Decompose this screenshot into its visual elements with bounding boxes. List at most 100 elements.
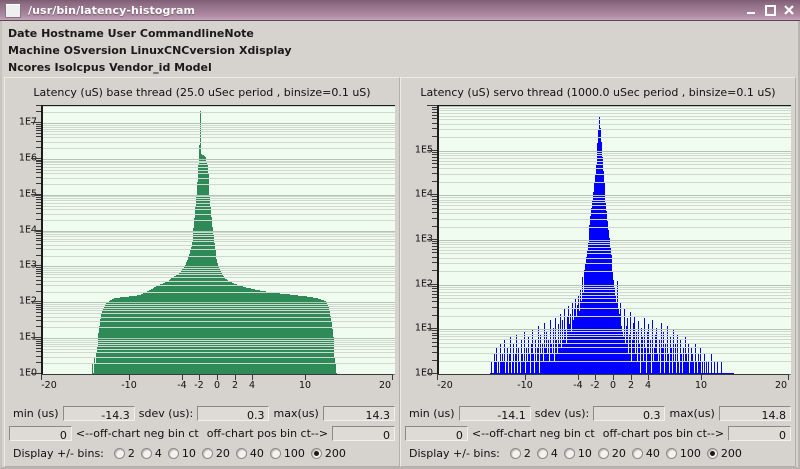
gridline-minor: [439, 158, 791, 159]
radio-icon[interactable]: [563, 447, 575, 459]
pos-offchart-field-servo[interactable]: 0: [728, 426, 791, 441]
radio-icon[interactable]: [113, 447, 125, 459]
sdev-field-servo[interactable]: 0.3: [593, 406, 666, 421]
bins-option-40[interactable]: 40: [235, 447, 264, 460]
max-field-servo[interactable]: 14.8: [718, 406, 791, 421]
histogram-bar: [121, 297, 122, 374]
histogram-bar: [689, 373, 690, 374]
radio-icon[interactable]: [235, 447, 247, 459]
bins-option-200[interactable]: 200: [310, 447, 346, 460]
gridline-minor: [439, 219, 791, 220]
histogram-bar: [722, 373, 723, 374]
max-label-base: max(us): [273, 407, 319, 420]
histogram-bar: [149, 289, 150, 374]
radio-icon[interactable]: [665, 447, 677, 459]
gridline-minor: [439, 336, 791, 337]
histogram-bar: [698, 352, 699, 374]
radio-icon[interactable]: [310, 447, 322, 459]
y-tick: [36, 130, 41, 131]
pos-offchart-field-base[interactable]: 0: [332, 426, 395, 441]
min-field-servo[interactable]: -14.1: [458, 406, 531, 421]
radio-icon[interactable]: [631, 447, 643, 459]
close-icon[interactable]: [781, 2, 797, 18]
sdev-field-base[interactable]: 0.3: [197, 406, 270, 421]
radio-icon[interactable]: [597, 447, 609, 459]
histogram-bar: [153, 288, 154, 374]
y-tick: [432, 342, 437, 343]
histogram-bar: [272, 292, 273, 374]
neg-offchart-field-base[interactable]: 0: [9, 426, 72, 441]
histogram-bar: [551, 342, 552, 374]
histogram-bar: [336, 373, 337, 374]
gridline-minor: [439, 213, 791, 214]
histogram-bar: [283, 293, 284, 374]
radio-icon[interactable]: [140, 447, 152, 459]
histogram-bar: [716, 373, 717, 374]
histogram-bar: [641, 352, 642, 374]
histogram-bar: [714, 360, 715, 374]
radio-icon[interactable]: [167, 447, 179, 459]
histogram-bar: [664, 373, 665, 374]
radio-icon[interactable]: [536, 447, 548, 459]
histogram-bar: [307, 296, 308, 374]
histogram-bar: [651, 373, 652, 374]
histogram-bar: [266, 291, 267, 374]
histogram-bar: [293, 294, 294, 374]
histogram-bar: [670, 360, 671, 374]
histogram-bar: [163, 283, 164, 374]
bins-option-4[interactable]: 4: [536, 447, 558, 460]
bins-option-2[interactable]: 2: [509, 447, 531, 460]
info-line-2: Machine OSversion LinuxCNCversion Xdispl…: [8, 44, 292, 57]
gridline-minor: [43, 200, 395, 201]
gridline-minor: [43, 209, 395, 210]
bins-option-100[interactable]: 100: [665, 447, 701, 460]
histogram-bar: [655, 373, 656, 374]
bins-option-200[interactable]: 200: [706, 447, 742, 460]
min-field-base[interactable]: -14.3: [62, 406, 135, 421]
histogram-bar: [291, 294, 292, 374]
histogram-bar: [696, 360, 697, 374]
histogram-bar: [680, 339, 681, 374]
radio-icon[interactable]: [269, 447, 281, 459]
max-field-base[interactable]: 14.3: [322, 406, 395, 421]
histogram-bar: [579, 310, 580, 374]
radio-icon[interactable]: [706, 447, 718, 459]
neg-offchart-field-servo[interactable]: 0: [405, 426, 468, 441]
minimize-icon[interactable]: [743, 2, 759, 18]
histogram-bar: [529, 352, 530, 374]
histogram-bar: [632, 339, 633, 374]
bins-option-20[interactable]: 20: [201, 447, 230, 460]
y-tick: [432, 163, 437, 164]
gridline-minor: [43, 125, 395, 126]
bins-option-10[interactable]: 10: [563, 447, 592, 460]
y-tick: [432, 252, 437, 253]
histogram-bar: [116, 298, 117, 374]
histogram-bar: [559, 342, 560, 374]
bins-option-20[interactable]: 20: [597, 447, 626, 460]
histogram-bar: [534, 373, 535, 374]
gridline-minor: [439, 209, 791, 210]
maximize-icon[interactable]: [762, 2, 778, 18]
radio-icon[interactable]: [509, 447, 521, 459]
histogram-bar: [295, 295, 296, 374]
gridline-minor: [43, 164, 395, 165]
gridline-minor: [43, 203, 395, 204]
bins-option-2[interactable]: 2: [113, 447, 135, 460]
radio-icon[interactable]: [201, 447, 213, 459]
x-tick-label: 20: [774, 380, 788, 391]
bins-option-4[interactable]: 4: [140, 447, 162, 460]
bins-option-100[interactable]: 100: [269, 447, 305, 460]
y-tick: [36, 303, 41, 304]
histogram-bar: [313, 297, 314, 374]
histogram-bar: [314, 297, 315, 374]
bins-option-40[interactable]: 40: [631, 447, 660, 460]
histogram-bar: [190, 250, 191, 374]
y-ticks-base: [31, 103, 41, 388]
histogram-bar: [673, 329, 674, 374]
gridline-major: [43, 159, 395, 160]
histogram-bar: [245, 287, 246, 374]
bins-option-10[interactable]: 10: [167, 447, 196, 460]
y-tick: [432, 360, 437, 361]
histogram-bar: [216, 259, 217, 374]
histogram-bar: [545, 373, 546, 374]
